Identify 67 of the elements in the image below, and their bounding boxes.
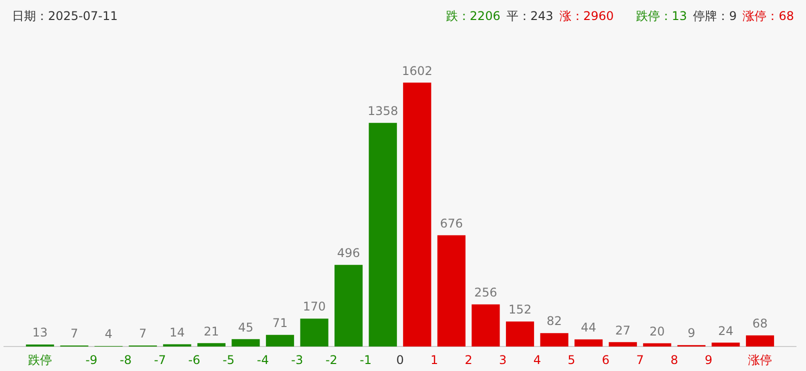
bar [334,264,363,347]
bar [574,339,603,347]
data-label: 44 [580,320,596,334]
x-tick-label: 5 [568,352,576,367]
text: 停牌：9 [693,9,737,23]
x-tick-label: -2 [325,352,338,367]
data-label: 24 [718,324,734,338]
x-tick-label: 2 [464,352,472,367]
text: 涨：2960 [559,9,614,23]
data-label: 82 [546,314,562,328]
text: 跌停：13 [636,9,688,23]
bar [300,318,328,347]
x-tick-label: 6 [602,352,610,367]
x-tick-label: -6 [188,352,200,367]
bar [368,122,397,347]
bar [232,339,260,347]
bar [712,342,740,347]
x-tick-label: 0 [396,352,404,367]
x-tick-label: 1 [430,352,438,367]
x-tick-label: 涨停 [748,352,772,367]
data-label: 7 [139,326,147,341]
x-tick-label: 跌停 [28,352,52,367]
bar [643,343,672,347]
data-label: 13 [32,326,48,340]
x-tick-label: 9 [704,352,712,367]
x-tick-label: -7 [154,352,166,367]
data-label: 1602 [402,64,432,78]
x-tick-label: 3 [499,352,507,367]
x-tick-label: -9 [85,352,98,367]
data-label: 152 [508,302,532,317]
x-tick-label: -5 [222,352,235,367]
data-label: 21 [204,324,220,338]
bar [197,343,226,347]
bar [472,304,500,347]
x-tick-label: -4 [256,352,269,367]
x-tick-label: -3 [291,352,304,367]
chart-title: 日期：2025-07-11 [12,8,118,25]
data-label: 20 [650,324,665,338]
data-label: 71 [272,316,288,330]
bar [506,322,534,347]
bar [540,333,568,347]
bar [746,335,774,347]
data-label: 7 [70,326,78,341]
data-label: 14 [170,325,185,340]
data-label: 256 [474,286,498,300]
data-label: 45 [238,320,254,334]
x-tick-label: 7 [636,352,644,367]
data-label: 170 [302,300,326,314]
text: 平：243 [506,9,554,23]
text: 跌：2206 [446,9,500,23]
x-tick-label: -1 [360,352,372,367]
data-label: 4 [104,327,112,342]
data-label: 1358 [368,104,398,118]
bar [437,235,466,347]
bar [403,82,432,347]
x-tick-label: 8 [670,352,678,367]
bar [608,342,637,347]
x-tick-label: -8 [120,352,132,367]
data-label: 68 [752,316,768,331]
text: 涨停：68 [742,9,794,23]
bar [26,344,54,347]
data-label: 9 [688,326,696,340]
data-label: 27 [615,323,630,338]
data-label: 496 [337,246,360,260]
data-label: 676 [440,216,463,230]
bar [266,334,294,347]
x-tick-label: 4 [533,352,541,367]
